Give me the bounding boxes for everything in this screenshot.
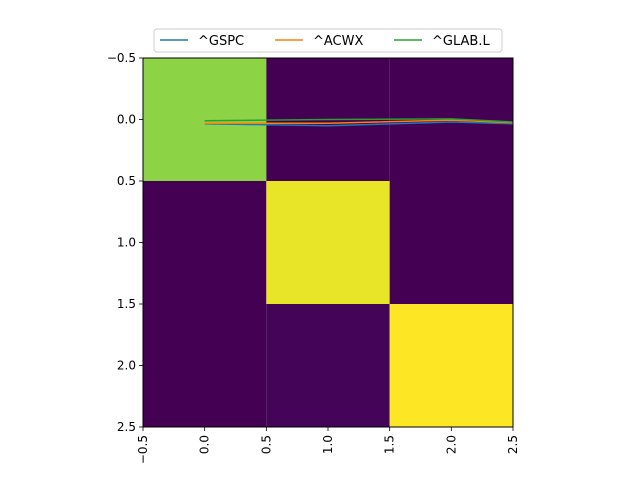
x-tick-label: 1.5 xyxy=(383,435,397,454)
x-tick-label: 0.0 xyxy=(198,435,212,454)
y-tick-label: 0.0 xyxy=(117,113,136,127)
series-line xyxy=(204,121,514,127)
series-line xyxy=(204,119,514,124)
y-axis: −0.5 0.0 0.5 1.0 1.5 2.0 2.5 xyxy=(107,51,143,434)
x-tick-label: −0.5 xyxy=(136,435,150,464)
heatmap-cell xyxy=(143,58,267,181)
y-tick-label: −0.5 xyxy=(107,51,136,65)
x-tick-label: 1.0 xyxy=(321,435,335,454)
legend-label: ^ACWX xyxy=(313,34,363,49)
legend-label: ^GSPC xyxy=(198,34,244,49)
x-axis: −0.5 0.0 0.5 1.0 1.5 2.0 2.5 xyxy=(136,427,520,464)
heatmap-cells xyxy=(143,58,513,427)
x-tick-label: 2.0 xyxy=(444,435,458,454)
legend-box xyxy=(153,28,503,53)
heatmap-cell xyxy=(143,181,267,304)
series-line xyxy=(204,118,514,123)
y-tick-label: 0.5 xyxy=(117,174,136,188)
y-tick-label: 1.5 xyxy=(117,297,136,311)
heatmap-cell xyxy=(389,304,513,427)
y-tick-label: 1.0 xyxy=(117,236,136,250)
y-tick-label: 2.5 xyxy=(117,420,136,434)
x-tick-label: 0.5 xyxy=(259,435,273,454)
heatmap-cell xyxy=(143,304,267,427)
y-tick-label: 2.0 xyxy=(117,359,136,373)
x-tick-label: 2.5 xyxy=(506,435,520,454)
heatmap-cell xyxy=(389,181,513,304)
legend-label: ^GLAB.L xyxy=(432,34,490,49)
legend: ^GSPC ^ACWX ^GLAB.L xyxy=(153,28,503,53)
series-lines xyxy=(204,118,514,127)
heatmap-cell xyxy=(266,181,390,304)
heatmap-cell xyxy=(266,304,390,427)
